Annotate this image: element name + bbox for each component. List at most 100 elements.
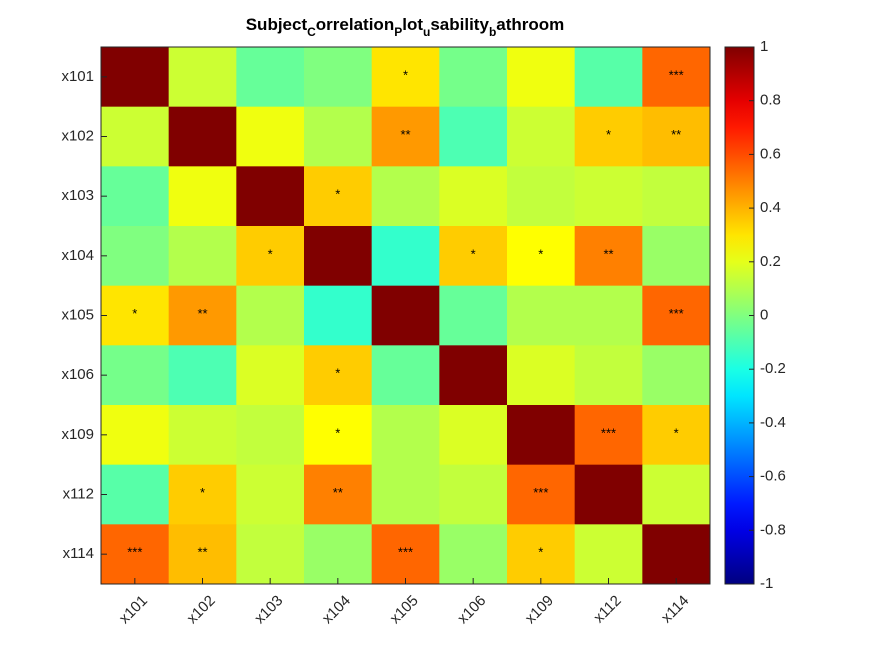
- heatmap-cell: [439, 405, 508, 466]
- significance-label: **: [333, 485, 343, 500]
- significance-label: *: [538, 545, 543, 560]
- heatmap-cell: [439, 47, 508, 108]
- heatmap-cell: [236, 106, 305, 167]
- heatmap-cell: [101, 106, 170, 167]
- heatmap-cell: [439, 106, 508, 167]
- heatmap-cell: [439, 226, 508, 287]
- heatmap-cell: [642, 405, 711, 466]
- x-tick-label: x109: [522, 592, 557, 627]
- heatmap-cell: [101, 405, 170, 466]
- heatmap-cell: [304, 226, 373, 287]
- heatmap-cell: [168, 285, 237, 346]
- heatmap-cell: [439, 166, 508, 227]
- colorbar-tick-label: -0.6: [760, 468, 786, 485]
- heatmap-cell: [507, 47, 576, 108]
- heatmap-cell: [168, 464, 237, 525]
- heatmap-cell: [574, 345, 643, 406]
- heatmap-cell: [304, 464, 373, 525]
- colorbar-tick-label: 0.2: [760, 253, 781, 270]
- y-tick-label: x105: [61, 306, 94, 323]
- heatmap-cell: [236, 464, 305, 525]
- heatmap-cell: [101, 345, 170, 406]
- heatmap-cell: [642, 464, 711, 525]
- colorbar-tick-label: 0.4: [760, 199, 781, 216]
- x-tick-label: x112: [590, 592, 624, 626]
- heatmap-cell: [168, 345, 237, 406]
- heatmap-cell: [574, 464, 643, 525]
- heatmap-cell: [642, 47, 711, 108]
- heatmap-cell: [304, 405, 373, 466]
- heatmap-cell: [236, 524, 305, 585]
- heatmap-cell: [439, 464, 508, 525]
- heatmap-cell: [371, 47, 440, 108]
- significance-labels: * ***** * **** * * *** ** ***** *** ** ** ****** ** **…: [127, 67, 684, 559]
- heatmap-cell: [642, 345, 711, 406]
- heatmap-cell: [574, 524, 643, 585]
- heatmap-cell: [101, 285, 170, 346]
- heatmap-cell: [574, 226, 643, 287]
- heatmap-cell: [507, 524, 576, 585]
- y-axis-ticks: x101 x102 x103 x104 x105 x106 x109 x112 x114: [61, 68, 107, 562]
- heatmap-cell: [642, 285, 711, 346]
- significance-label: **: [400, 127, 410, 142]
- heatmap-cell: [371, 166, 440, 227]
- heatmap-cell: [304, 285, 373, 346]
- heatmap-cell: [574, 405, 643, 466]
- colorbar-tick-label: 1: [760, 38, 768, 55]
- x-tick-label: x114: [658, 592, 692, 626]
- colorbar-ticks: 1 0.8 0.6 0.4 0.2 0 -0.2 -0.4 -0.6 -0.8 -1: [749, 38, 786, 592]
- heatmap-cell: [304, 166, 373, 227]
- colorbar-tick-label: 0.8: [760, 92, 781, 109]
- significance-label: *: [335, 366, 340, 381]
- heatmap-cell: [236, 405, 305, 466]
- significance-label: ***: [669, 306, 684, 321]
- significance-label: ***: [127, 545, 142, 560]
- heatmap-cell: [574, 285, 643, 346]
- heatmap-cell: [371, 106, 440, 167]
- heatmap-cell: [642, 166, 711, 227]
- heatmap-cell: [236, 226, 305, 287]
- y-tick-label: x104: [61, 247, 94, 264]
- colorbar-tick-label: -0.4: [760, 414, 786, 431]
- significance-label: ***: [398, 545, 413, 560]
- heatmap-cell: [371, 226, 440, 287]
- heatmap-cell: [101, 226, 170, 287]
- significance-label: ***: [533, 485, 548, 500]
- heatmap-cell: [371, 524, 440, 585]
- heatmap-cell: [507, 285, 576, 346]
- heatmap-cell: [168, 524, 237, 585]
- heatmap-cell: [371, 464, 440, 525]
- heatmap-cell: [168, 226, 237, 287]
- heatmap-cell: [168, 106, 237, 167]
- heatmap-cell: [236, 166, 305, 227]
- significance-label: *: [335, 425, 340, 440]
- heatmap-cell: [507, 345, 576, 406]
- heatmap-cell: [507, 464, 576, 525]
- significance-label: *: [606, 127, 611, 142]
- x-tick-label: x105: [387, 592, 422, 627]
- heatmap-cell: [236, 285, 305, 346]
- significance-label: ***: [669, 67, 684, 82]
- x-tick-label: x104: [319, 592, 354, 627]
- heatmap-cell: [507, 166, 576, 227]
- heatmap-cell: [236, 345, 305, 406]
- heatmap-cell: [642, 226, 711, 287]
- significance-label: **: [197, 306, 207, 321]
- chart-title: SubjectCorrelationPlotusabilitybathroom: [246, 15, 565, 39]
- heatmap-cell: [101, 464, 170, 525]
- heatmap-cell: [101, 166, 170, 227]
- significance-label: *: [132, 306, 137, 321]
- heatmap-cell: [371, 285, 440, 346]
- significance-label: **: [671, 127, 681, 142]
- heatmap-cell: [304, 106, 373, 167]
- heatmap-cell: [304, 47, 373, 108]
- significance-label: *: [471, 246, 476, 261]
- y-tick-label: x109: [61, 426, 94, 443]
- colorbar-tick-label: -0.2: [760, 360, 786, 377]
- x-tick-label: x106: [454, 592, 489, 627]
- colorbar-tick-label: 0.6: [760, 145, 781, 162]
- heatmap-cell: [574, 106, 643, 167]
- heatmap-cells: [101, 47, 711, 585]
- heatmap-cell: [439, 524, 508, 585]
